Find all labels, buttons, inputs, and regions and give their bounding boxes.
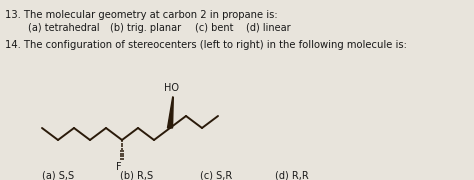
Text: HO: HO — [164, 83, 180, 93]
Text: (d) linear: (d) linear — [246, 23, 291, 33]
Text: (c) bent: (c) bent — [195, 23, 234, 33]
Text: (a) tetrahedral: (a) tetrahedral — [28, 23, 100, 33]
Text: 13. The molecular geometry at carbon 2 in propane is:: 13. The molecular geometry at carbon 2 i… — [5, 10, 278, 20]
Text: (d) R,R: (d) R,R — [275, 170, 309, 180]
Text: (c) S,R: (c) S,R — [200, 170, 232, 180]
Text: F: F — [116, 162, 122, 172]
Text: (a) S,S: (a) S,S — [42, 170, 74, 180]
Text: (b) trig. planar: (b) trig. planar — [110, 23, 181, 33]
Text: 14. The configuration of stereocenters (left to right) in the following molecule: 14. The configuration of stereocenters (… — [5, 40, 407, 50]
Text: (b) R,S: (b) R,S — [120, 170, 153, 180]
Polygon shape — [167, 97, 173, 128]
